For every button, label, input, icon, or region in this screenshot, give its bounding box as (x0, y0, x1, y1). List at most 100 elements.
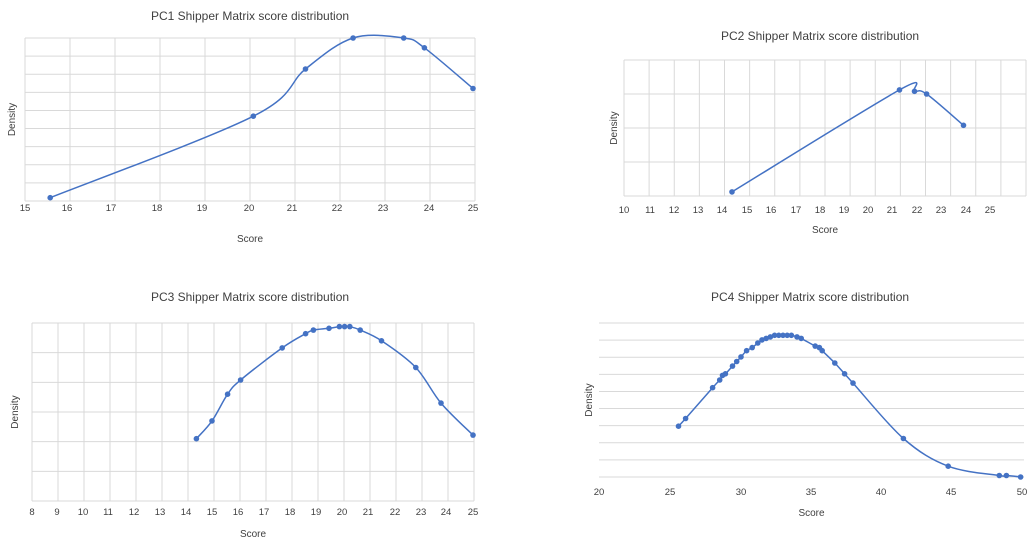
x-tick-label: 25 (468, 507, 479, 518)
x-axis-ticks: 15 16 17 18 19 20 21 22 23 24 25 (20, 203, 479, 214)
data-point (1017, 474, 1024, 480)
chart-title: PC2 Shipper Matrix score distribution (721, 29, 919, 43)
data-point (749, 344, 755, 351)
x-tick-label: 12 (129, 507, 140, 518)
x-tick-label: 11 (645, 205, 655, 216)
x-tick-label: 17 (259, 507, 270, 518)
data-point (250, 113, 257, 119)
x-tick-label: 22 (332, 203, 343, 214)
data-point (763, 335, 769, 342)
x-tick-label: 21 (287, 203, 298, 214)
gridlines (31, 322, 475, 502)
chart-title: PC1 Shipper Matrix score distribution (151, 9, 349, 23)
data-point (722, 371, 729, 377)
data-point (357, 327, 364, 333)
x-tick-label: 25 (665, 487, 676, 498)
y-axis-label: Density (10, 395, 21, 428)
data-point (798, 335, 804, 342)
data-point (378, 338, 385, 344)
x-tick-label: 20 (594, 487, 605, 498)
gridlines (623, 59, 1027, 197)
x-tick-label: 16 (233, 507, 244, 518)
x-tick-label: 23 (416, 507, 427, 518)
x-tick-label: 13 (155, 507, 166, 518)
data-point (794, 334, 800, 340)
data-point (47, 194, 53, 201)
data-point (341, 323, 348, 330)
data-point (421, 45, 428, 51)
x-tick-label: 23 (936, 205, 947, 216)
data-point (302, 66, 309, 72)
data-point (755, 340, 761, 346)
data-point (350, 35, 356, 41)
data-markers (47, 35, 476, 201)
series-line (677, 334, 1021, 478)
x-tick-label: 15 (742, 205, 753, 216)
x-tick-label: 10 (78, 507, 89, 518)
x-tick-label: 20 (337, 507, 348, 518)
x-tick-label: 11 (103, 507, 113, 518)
data-point (302, 330, 309, 337)
data-point (776, 332, 782, 339)
chart-title: PC3 Shipper Matrix score distribution (151, 290, 349, 304)
data-point (784, 332, 790, 339)
data-markers (675, 332, 1024, 480)
chart-title: PC4 Shipper Matrix score distribution (711, 290, 909, 304)
data-point (675, 423, 682, 429)
data-point (743, 347, 750, 354)
x-tick-label: 15 (20, 203, 31, 214)
x-tick-label: 21 (887, 205, 898, 216)
data-point (709, 384, 716, 391)
x-tick-label: 18 (152, 203, 163, 214)
x-tick-label: 19 (197, 203, 208, 214)
x-tick-label: 19 (311, 507, 322, 518)
x-tick-label: 30 (736, 487, 747, 498)
gridlines (24, 37, 476, 202)
data-markers (193, 323, 476, 442)
data-point (224, 391, 231, 397)
data-point (310, 327, 317, 333)
x-tick-label: 23 (378, 203, 389, 214)
x-tick-label: 50 (1017, 487, 1028, 498)
x-tick-label: 19 (839, 205, 850, 216)
data-point (682, 415, 689, 422)
data-point (923, 91, 930, 97)
x-tick-label: 9 (54, 507, 59, 518)
x-tick-label: 40 (876, 487, 887, 498)
data-point (733, 358, 740, 365)
data-point (945, 463, 951, 469)
x-tick-label: 16 (766, 205, 777, 216)
data-point (438, 400, 444, 406)
x-tick-label: 14 (181, 507, 192, 518)
x-tick-label: 17 (106, 203, 117, 214)
x-tick-label: 24 (961, 205, 972, 216)
data-point (996, 472, 1003, 479)
x-tick-label: 18 (285, 507, 296, 518)
data-point (347, 323, 353, 330)
y-axis-label: Density (609, 111, 620, 144)
x-tick-label: 16 (62, 203, 73, 214)
data-point (832, 360, 838, 366)
data-point (400, 35, 407, 41)
data-point (841, 371, 848, 377)
x-axis-label: Score (240, 529, 267, 540)
x-tick-label: 15 (207, 507, 218, 518)
data-point (326, 325, 332, 332)
data-point (896, 87, 903, 93)
x-tick-label: 35 (806, 487, 817, 498)
x-tick-label: 24 (441, 507, 452, 518)
data-point (193, 435, 200, 442)
series-line (731, 81, 964, 193)
x-tick-label: 18 (815, 205, 826, 216)
series-line (195, 325, 474, 440)
data-point (819, 347, 825, 354)
x-tick-label: 12 (669, 205, 680, 216)
series-line (49, 34, 474, 199)
pc1-chart: PC1 Shipper Matrix score distribution 15 1… (0, 0, 500, 250)
data-point (716, 377, 723, 383)
data-point (960, 122, 967, 129)
x-axis-label: Score (237, 234, 264, 245)
data-point (780, 332, 786, 339)
pc3-chart: PC3 Shipper Matrix score distribution 8 9 1… (0, 283, 500, 543)
data-point (470, 85, 476, 92)
